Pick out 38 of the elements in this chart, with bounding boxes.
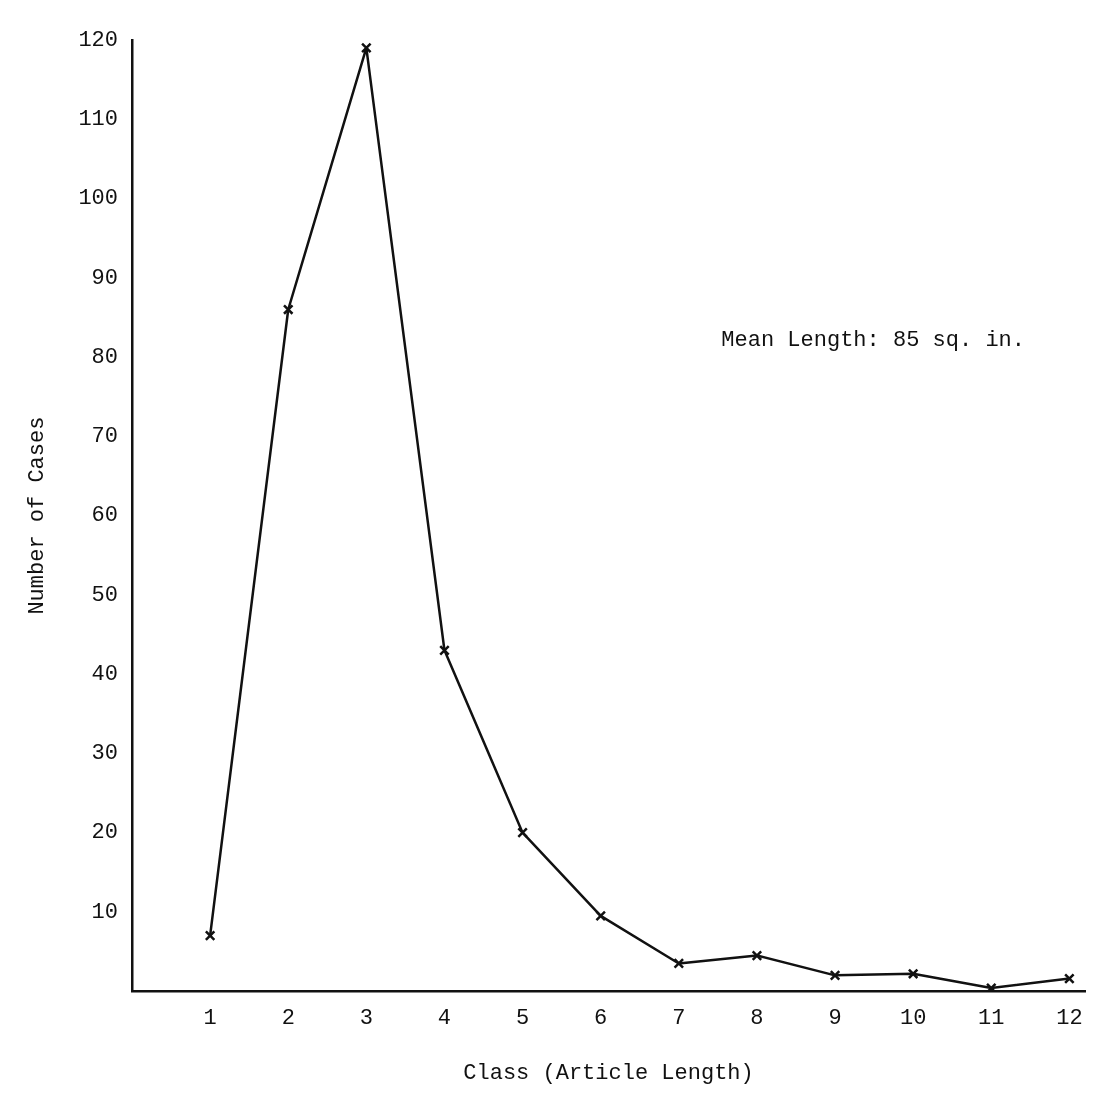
point [1063,973,1075,985]
point [673,957,685,969]
y-tick-label: 10 [91,899,119,925]
y-axis-title: Number of Cases [25,416,51,615]
point [282,304,294,315]
x-tick-label: 9 [828,1006,842,1032]
x-tick-label: 8 [750,1006,764,1032]
x-tick-label: 12 [1056,1006,1083,1032]
x-axis-title: Class (Article Length) [463,1060,754,1086]
y-tick-label: 110 [78,107,119,133]
y-tick-label: 70 [91,424,119,450]
point [517,827,529,839]
y-tick-label: 20 [91,820,119,846]
point [595,910,607,922]
y-tick-label: 120 [78,27,119,53]
x-tick-label: 7 [672,1006,686,1032]
y-tick-label: 40 [91,661,119,687]
point [204,930,216,942]
point [907,968,919,980]
y-tick-label: 100 [78,186,119,212]
y-tick-label: 30 [91,741,119,767]
x-tick-label: 3 [359,1006,373,1032]
x-tick-label: 6 [594,1006,608,1032]
point [360,42,372,54]
x-tick-label: 2 [281,1006,295,1032]
x-tick-label: 4 [437,1006,452,1032]
y-tick-label: 60 [91,503,119,529]
point [829,969,841,981]
point [438,644,450,656]
x-tick-label: 1 [203,1006,217,1032]
y-tick-label: 50 [91,582,119,608]
y-tick-label: 90 [91,265,119,291]
point [751,950,763,962]
y-tick-label: 80 [91,344,119,370]
x-tick-label: 5 [515,1006,530,1032]
annotation: Mean Length: 85 sq. in. [721,327,1025,353]
x-tick-label: 11 [978,1006,1005,1032]
x-tick-label: 10 [899,1006,927,1032]
